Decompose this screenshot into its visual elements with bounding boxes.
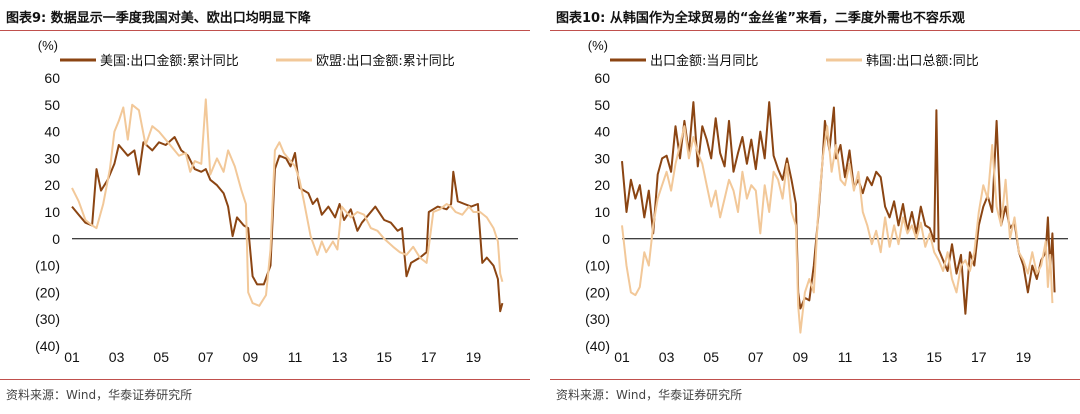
figure-10-panel: 图表10: 从韩国作为全球贸易的“金丝雀”来看，二季度外需也不容乐观 (%) 60… [550,0,1080,414]
y-tick-label: (20) [35,284,60,300]
y-tick-label: (30) [35,311,60,327]
legend-label: 欧盟:出口金额:累计同比 [316,53,455,69]
y-tick-label: (10) [35,258,60,274]
x-tick-label: 05 [703,349,719,365]
y-tick-label: 50 [594,97,610,113]
y-tick-label: 20 [594,177,610,193]
y-axis-unit-label: (%) [38,38,58,53]
title-rule [0,30,530,31]
x-tick-label: 19 [466,349,482,365]
x-tick-label: 09 [793,349,809,365]
source-rule [550,379,1080,380]
x-tick-label: 07 [748,349,764,365]
legend-label: 韩国:出口总额:同比 [866,54,979,69]
figure-9-panel: 图表9: 数据显示一季度我国对美、欧出口均明显下降 (%) 60 50 40 30 20 1… [0,0,530,414]
y-axis-unit-label: (%) [588,38,608,53]
y-tick-label: (20) [585,284,610,300]
x-tick-label: 13 [332,349,348,365]
x-tick-label: 01 [614,349,630,365]
y-tick-label: 30 [44,150,60,166]
legend-label: 出口金额:当月同比 [650,53,758,69]
x-tick-label: 19 [1016,349,1032,365]
x-tick-label: 09 [243,349,259,365]
line-chart: (%) 60 50 40 30 20 10 0 (10) (20) (30) (40)01 03 05 07… [585,38,1068,365]
x-tick-label: 03 [659,349,675,365]
x-tick-label: 03 [109,349,125,365]
source-note: 资料来源：Wind，华泰证券研究所 [6,388,193,402]
source-note: 资料来源：Wind，华泰证券研究所 [556,388,743,402]
x-tick-label: 07 [198,349,214,365]
y-tick-label: 60 [594,70,610,86]
line-chart: (%) 60 50 40 30 20 10 0 (10) (20) (30) (40)01 03 05 07… [35,38,518,365]
y-tick-label: 60 [44,70,60,86]
y-tick-label: 10 [594,204,610,220]
y-tick-label: 10 [44,204,60,220]
y-tick-label: 50 [44,97,60,113]
x-tick-label: 01 [64,349,80,365]
x-tick-label: 15 [376,349,392,365]
x-tick-label: 17 [971,349,987,365]
series-line-2 [71,98,504,307]
figure-title: 图表10: 从韩国作为全球贸易的“金丝雀”来看，二季度外需也不容乐观 [556,11,965,26]
source-rule [0,379,530,380]
legend-label: 美国:出口金额:累计同比 [100,53,239,69]
y-tick-label: 0 [52,231,60,247]
y-tick-label: (40) [585,338,610,354]
y-tick-label: (10) [585,258,610,274]
title-rule [550,30,1080,31]
y-tick-label: (40) [35,338,60,354]
x-tick-label: 17 [421,349,437,365]
y-tick-label: 20 [44,177,60,193]
figure-title: 图表9: 数据显示一季度我国对美、欧出口均明显下降 [6,11,311,26]
y-tick-label: 30 [594,150,610,166]
series-line-1 [71,136,504,313]
y-tick-label: 0 [602,231,610,247]
series-line-1 [621,101,1056,315]
x-tick-label: 11 [288,349,303,365]
x-tick-label: 15 [926,349,942,365]
x-tick-label: 05 [153,349,169,365]
y-tick-label: 40 [44,124,60,140]
series-line-2 [621,125,1054,334]
y-tick-label: 40 [594,124,610,140]
x-tick-label: 13 [882,349,898,365]
x-tick-label: 11 [838,349,853,365]
y-tick-label: (30) [585,311,610,327]
